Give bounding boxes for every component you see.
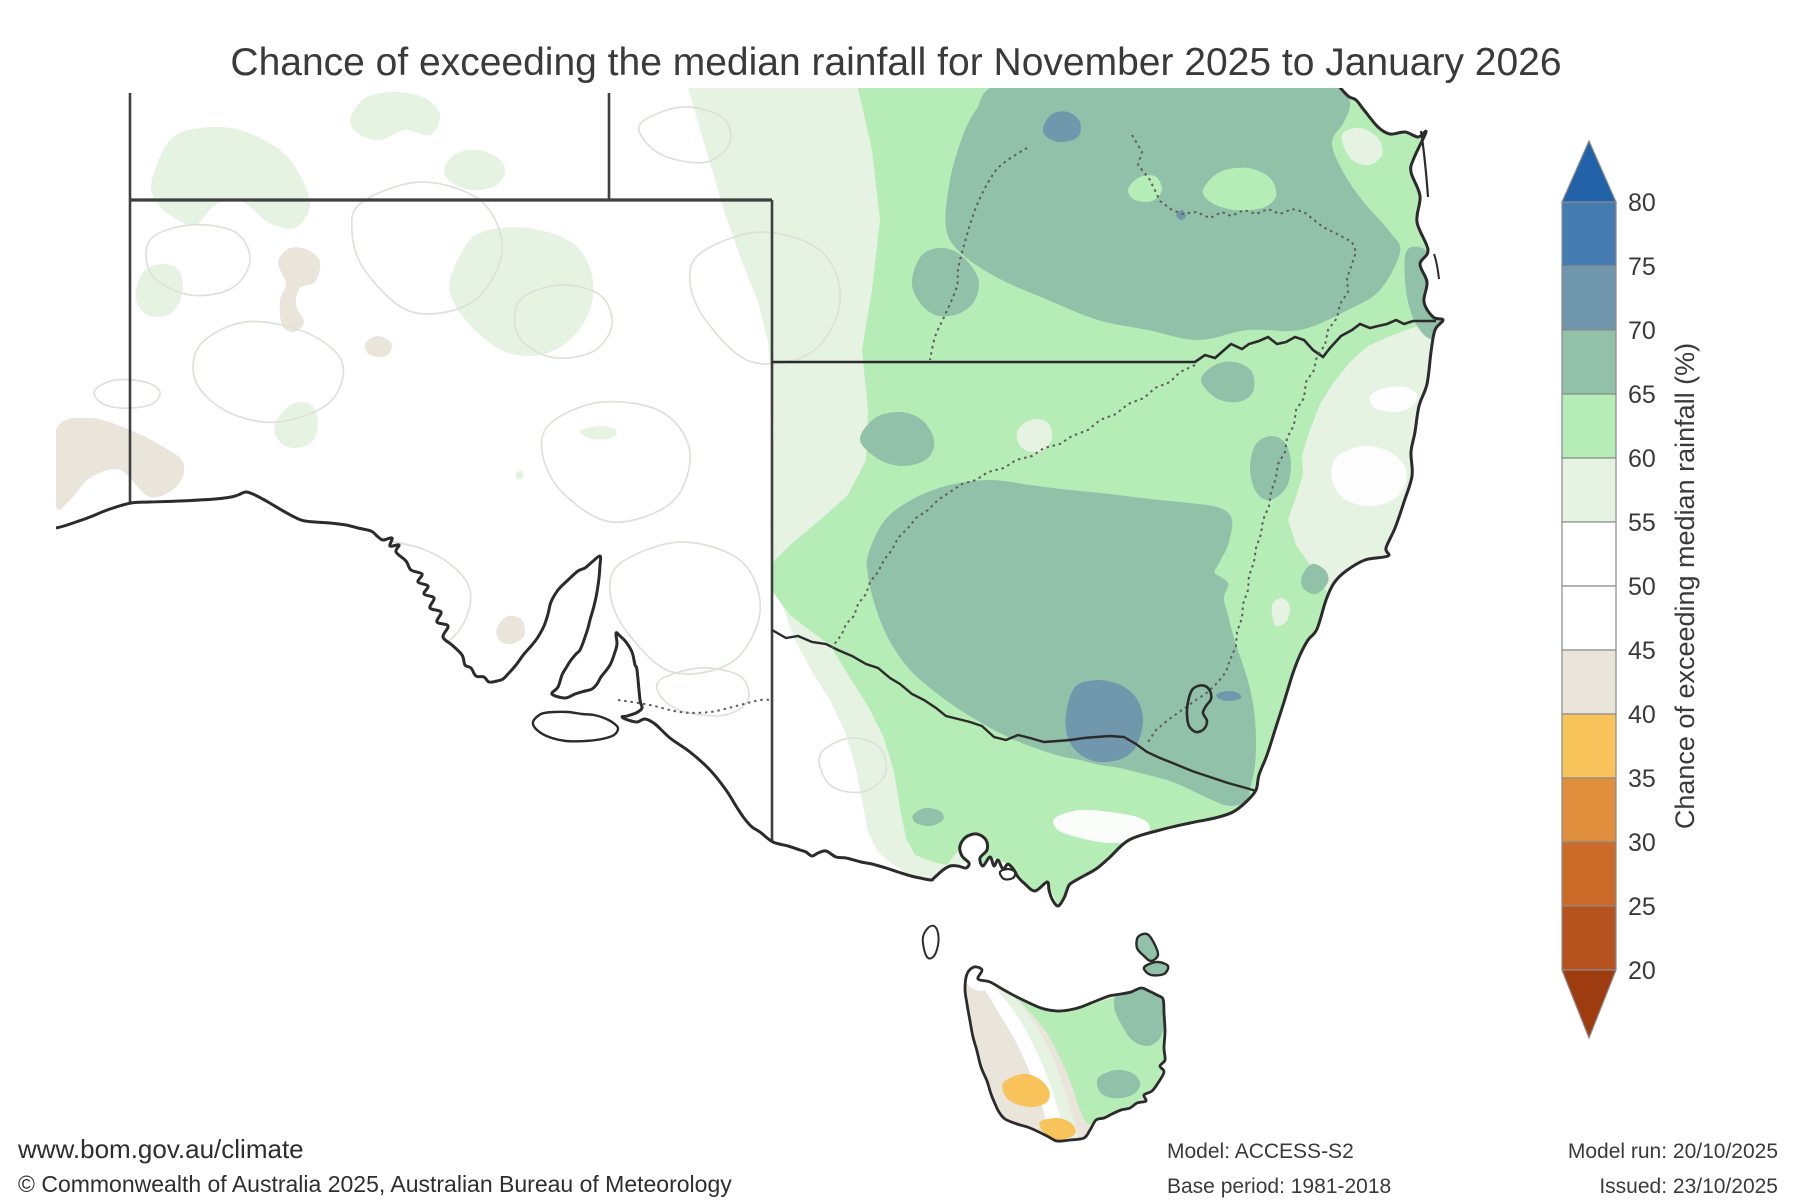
svg-text:Model run: 20/10/2025: Model run: 20/10/2025 [1568,1140,1778,1163]
svg-text:40: 40 [1628,701,1656,729]
svg-text:45: 45 [1628,637,1656,665]
svg-text:60: 60 [1628,445,1656,473]
svg-text:75: 75 [1628,253,1656,281]
svg-text:Issued: 23/10/2025: Issued: 23/10/2025 [1599,1175,1778,1198]
svg-text:20: 20 [1628,957,1656,985]
svg-text:30: 30 [1628,829,1656,857]
svg-text:65: 65 [1628,381,1656,409]
svg-text:Chance of exceeding median rai: Chance of exceeding median rainfall (%) [1670,343,1700,829]
svg-text:80: 80 [1628,189,1656,217]
svg-text:50: 50 [1628,573,1656,601]
svg-text:© Commonwealth of Australia 20: © Commonwealth of Australia 2025, Austra… [18,1171,732,1197]
svg-text:www.bom.gov.au/climate: www.bom.gov.au/climate [17,1134,304,1164]
svg-text:Base period: 1981-2018: Base period: 1981-2018 [1167,1175,1391,1198]
svg-text:25: 25 [1628,893,1656,921]
svg-text:Chance of exceeding the median: Chance of exceeding the median rainfall … [230,41,1561,84]
svg-text:35: 35 [1628,765,1656,793]
svg-text:Model: ACCESS-S2: Model: ACCESS-S2 [1167,1140,1354,1163]
svg-text:70: 70 [1628,317,1656,345]
svg-text:55: 55 [1628,509,1656,537]
